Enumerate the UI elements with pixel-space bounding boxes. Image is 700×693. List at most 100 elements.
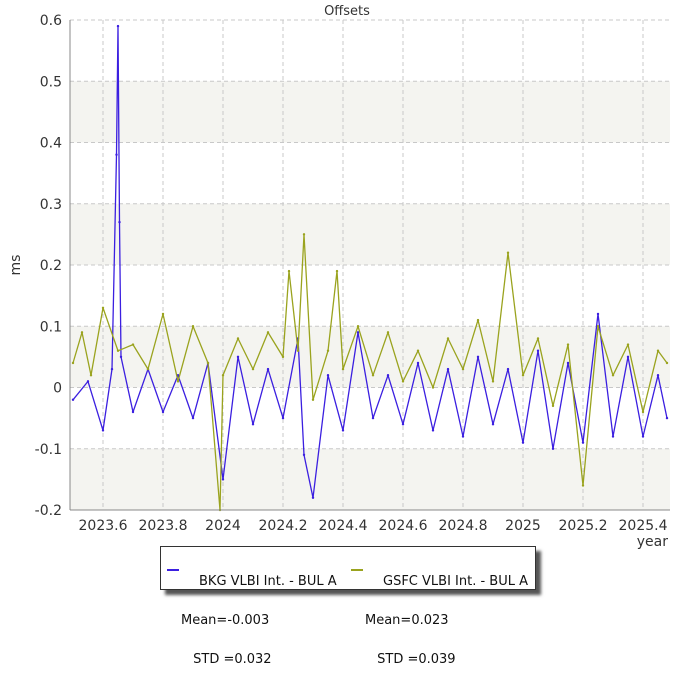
- x-tick-label: 2023.6: [79, 518, 128, 534]
- y-tick-label: 0.3: [40, 197, 62, 213]
- legend-mean-bkg: Mean=-0.003: [181, 613, 270, 628]
- series-point-0: [551, 447, 555, 450]
- series-point-1: [551, 404, 555, 408]
- series-point-1: [506, 251, 510, 254]
- series-point-1: [311, 398, 315, 401]
- plot-band: [70, 448, 670, 510]
- series-point-1: [656, 349, 660, 352]
- x-tick-label: 2024: [205, 518, 241, 534]
- legend-std-gsfc: STD =0.039: [373, 652, 456, 667]
- series-point-1: [416, 349, 420, 352]
- series-point-0: [221, 478, 225, 481]
- series-point-0: [302, 453, 306, 457]
- y-tick-label: 0.1: [40, 319, 62, 335]
- y-tick-label: 0.6: [40, 13, 62, 29]
- series-point-0: [521, 441, 525, 444]
- series-point-1: [536, 337, 540, 340]
- series-point-1: [521, 374, 525, 377]
- series-point-1: [431, 386, 435, 389]
- legend-name-gsfc: GSFC VLBI Int. - BUL A: [383, 574, 528, 589]
- tick-labels: -0.2 -0.1 0 0.1 0.2 0.3 0.4 0.5 0.6 2023.6 2023.8 2…: [35, 13, 668, 534]
- series-point-1: [341, 367, 345, 371]
- series-point-1: [287, 269, 291, 273]
- series-point-0: [311, 496, 315, 499]
- series-point-1: [281, 355, 285, 359]
- series-point-0: [281, 416, 285, 420]
- series-point-0: [416, 361, 420, 365]
- series-point-0: [115, 153, 118, 156]
- plot-band: [70, 326, 670, 388]
- series-point-1: [101, 306, 105, 310]
- series-point-0: [491, 423, 495, 426]
- legend-swatch-bkg: [167, 569, 179, 571]
- series-point-0: [641, 435, 645, 438]
- y-tick-label: -0.1: [35, 442, 62, 458]
- y-tick-label: -0.2: [35, 503, 62, 519]
- series-point-1: [566, 343, 570, 346]
- x-tick-label: 2024.6: [379, 518, 428, 534]
- legend-name-bkg: BKG VLBI Int. - BUL A: [199, 574, 337, 589]
- y-tick-label: 0: [53, 381, 62, 397]
- series-point-0: [236, 355, 240, 359]
- series-point-0: [131, 410, 135, 414]
- series-point-0: [386, 374, 390, 377]
- series-point-1: [80, 331, 84, 334]
- series-point-0: [191, 416, 195, 420]
- series-point-1: [581, 484, 585, 487]
- x-tick-label: 2025.2: [559, 518, 608, 534]
- legend-swatch-gsfc: [351, 569, 363, 571]
- series-point-0: [566, 361, 570, 365]
- x-tick-label: 2025.4: [619, 518, 668, 534]
- series-point-1: [296, 349, 300, 352]
- series-point-0: [161, 410, 165, 414]
- series-point-1: [641, 410, 645, 414]
- series-point-1: [131, 343, 135, 346]
- series-point-1: [446, 337, 450, 340]
- plot-band: [70, 203, 670, 265]
- series-point-1: [302, 233, 306, 236]
- series-point-0: [116, 24, 120, 28]
- series-point-1: [611, 374, 615, 377]
- series-point-0: [71, 398, 75, 401]
- series-point-0: [266, 367, 270, 371]
- series-point-1: [626, 343, 630, 346]
- series-point-0: [86, 380, 90, 383]
- series-point-0: [536, 349, 540, 352]
- series-point-1: [206, 361, 210, 365]
- series-point-0: [596, 312, 600, 316]
- series-point-0: [476, 355, 480, 359]
- x-axis-label: year: [637, 534, 668, 550]
- series-point-1: [371, 374, 375, 377]
- series-point-1: [326, 349, 330, 352]
- legend-std-bkg: STD =0.032: [189, 652, 272, 667]
- chart-title: Offsets: [324, 4, 370, 19]
- plot-band: [70, 81, 670, 143]
- y-tick-label: 0.4: [40, 136, 62, 152]
- series-point-1: [89, 374, 93, 377]
- legend: BKG VLBI Int. - BUL A Mean=-0.003 STD =0…: [160, 546, 536, 666]
- x-tick-label: 2023.8: [139, 518, 188, 534]
- series-point-0: [611, 435, 615, 438]
- x-tick-label: 2025: [505, 518, 541, 534]
- series-point-1: [191, 325, 195, 328]
- series-point-1: [251, 367, 255, 371]
- y-tick-label: 0.5: [40, 74, 62, 90]
- y-tick-label: 0.2: [40, 258, 62, 274]
- series-point-1: [476, 318, 480, 322]
- series-point-0: [371, 416, 375, 420]
- series-point-1: [335, 269, 339, 273]
- series-point-0: [581, 441, 585, 444]
- series-line-1: [72, 233, 668, 511]
- series-point-1: [401, 380, 405, 383]
- series-point-1: [71, 361, 75, 365]
- series-point-1: [161, 312, 165, 316]
- plot-background-bands: [70, 20, 670, 510]
- axes: [69, 20, 670, 511]
- series-point-1: [386, 331, 390, 334]
- series-point-1: [266, 331, 270, 334]
- legend-mean-gsfc: Mean=0.023: [365, 613, 449, 628]
- series-point-1: [116, 349, 120, 352]
- series-point-1: [356, 325, 360, 328]
- series-point-0: [356, 331, 360, 334]
- series-point-1: [146, 367, 150, 371]
